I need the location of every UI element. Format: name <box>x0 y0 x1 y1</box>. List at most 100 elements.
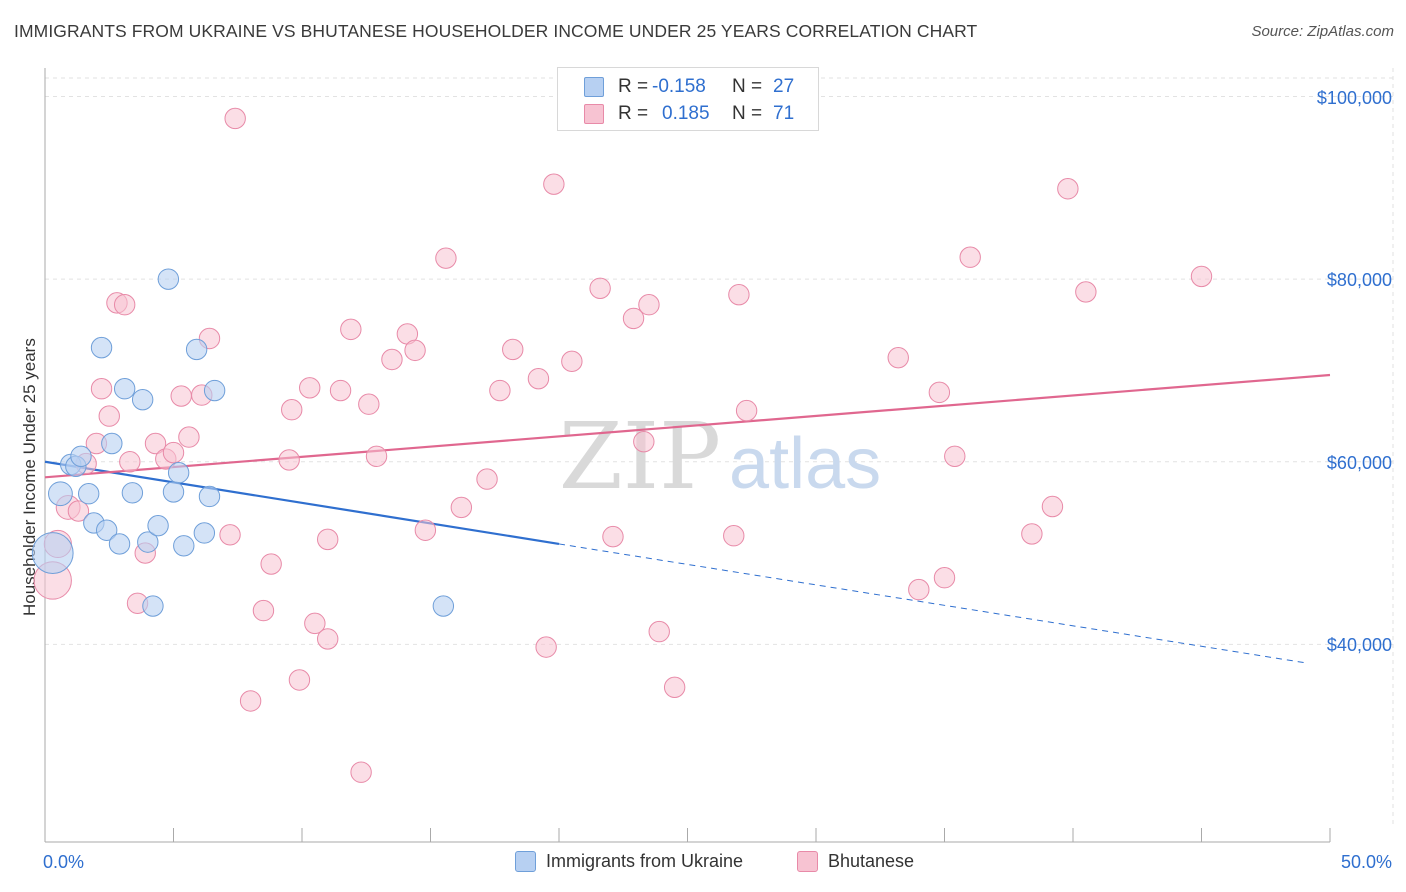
legend-swatch-ukraine <box>584 77 604 97</box>
trendline-ukraine-extrapolated <box>558 543 1305 664</box>
point-bhutanese <box>928 381 951 404</box>
y-tick-label: $60,000 <box>1326 452 1392 473</box>
legend-n-value-bhutanese: 71 <box>773 103 795 124</box>
legend-swatch-bhutanese <box>797 851 818 872</box>
series-legend-bhutanese[interactable]: Bhutanese <box>797 851 914 872</box>
point-ukraine <box>121 482 144 504</box>
point-bhutanese <box>304 612 326 635</box>
trendline-bhutanese <box>44 373 1331 479</box>
point-ukraine <box>70 445 92 467</box>
point-bhutanese <box>252 599 275 622</box>
point-bhutanese <box>281 399 303 421</box>
point-bhutanese <box>329 379 352 402</box>
point-bhutanese <box>435 247 457 269</box>
point-bhutanese <box>1041 495 1064 518</box>
point-bhutanese <box>90 378 113 400</box>
point-bhutanese <box>602 525 624 548</box>
point-ukraine <box>185 338 208 361</box>
point-bhutanese <box>502 338 524 361</box>
point-bhutanese <box>633 430 655 453</box>
point-ukraine <box>108 533 131 555</box>
gridlines <box>45 68 1394 827</box>
legend-swatch-bhutanese <box>584 104 604 124</box>
point-bhutanese <box>67 500 90 522</box>
legend-r-label: R = <box>618 76 649 97</box>
point-bhutanese <box>144 432 167 455</box>
point-ukraine <box>167 462 190 484</box>
point-ukraine <box>101 432 123 455</box>
point-bhutanese <box>589 277 611 299</box>
point-bhutanese <box>561 350 583 373</box>
point-bhutanese <box>239 690 262 712</box>
point-bhutanese <box>340 318 362 341</box>
point-bhutanese <box>723 525 745 547</box>
y-tick-label: $40,000 <box>1326 635 1392 656</box>
source-label: Source: ZipAtlas.com <box>1251 23 1394 40</box>
legend-n-label: N = <box>732 76 763 97</box>
point-bhutanese <box>663 676 686 698</box>
legend-swatch-ukraine <box>515 851 536 872</box>
axes <box>44 68 1331 843</box>
point-bhutanese <box>260 553 282 575</box>
y-tick-label: $80,000 <box>1326 270 1392 291</box>
point-bhutanese <box>527 367 550 390</box>
point-bhutanese <box>535 636 557 658</box>
legend-r-label: R = <box>618 103 649 124</box>
point-ukraine <box>198 485 221 508</box>
point-bhutanese <box>317 528 339 551</box>
point-bhutanese <box>224 107 246 130</box>
point-bhutanese <box>728 283 750 306</box>
point-ukraine <box>193 522 216 544</box>
point-ukraine <box>203 379 226 402</box>
point-ukraine <box>90 336 113 359</box>
point-bhutanese <box>414 519 437 541</box>
x-tick-label-min: 0.0% <box>43 852 85 872</box>
legend-n-value-ukraine: 27 <box>773 76 795 97</box>
point-bhutanese <box>162 441 185 464</box>
point-bhutanese <box>219 524 241 546</box>
point-ukraine <box>142 595 164 617</box>
legend-label-bhutanese: Bhutanese <box>828 851 915 871</box>
point-bhutanese <box>278 449 300 471</box>
point-ukraine <box>147 514 169 537</box>
point-ukraine <box>137 531 159 553</box>
point-bhutanese <box>543 173 565 195</box>
correlation-legend: R = -0.158 N = 27 R = 0.185 N = 71 <box>557 67 819 131</box>
point-bhutanese <box>119 451 141 473</box>
trendline-ukraine <box>44 460 560 546</box>
point-bhutanese <box>735 399 758 422</box>
point-bhutanese <box>489 379 511 402</box>
point-bhutanese <box>358 393 380 415</box>
point-bhutanese <box>638 294 660 316</box>
legend-label-ukraine: Immigrants from Ukraine <box>546 851 744 871</box>
point-bhutanese <box>450 496 473 519</box>
point-ukraine <box>173 535 195 557</box>
point-bhutanese <box>908 578 930 601</box>
point-ukraine <box>95 519 118 541</box>
point-bhutanese <box>299 377 321 399</box>
trendlines <box>44 373 1331 664</box>
series-legend-ukraine[interactable]: Immigrants from Ukraine <box>515 851 743 872</box>
point-bhutanese <box>1075 281 1097 303</box>
point-bhutanese <box>404 339 426 362</box>
point-bhutanese <box>622 307 645 330</box>
point-bhutanese <box>648 620 670 643</box>
watermark: ZIP atlas <box>559 403 881 510</box>
point-bhutanese <box>178 426 200 448</box>
point-ukraine <box>48 481 73 507</box>
point-bhutanese <box>933 567 956 589</box>
data-points <box>31 107 1213 783</box>
legend-n-label: N = <box>732 103 763 124</box>
point-bhutanese <box>1057 178 1079 200</box>
point-bhutanese <box>98 405 120 427</box>
point-ukraine <box>157 268 180 290</box>
point-ukraine <box>162 481 185 503</box>
point-bhutanese <box>1021 523 1043 545</box>
point-bhutanese <box>887 346 909 369</box>
point-ukraine <box>131 388 154 411</box>
point-bhutanese <box>350 761 372 783</box>
point-ukraine <box>31 532 74 574</box>
legend-row-bhutanese: R = 0.185 N = 71 <box>558 101 818 127</box>
point-ukraine <box>432 595 455 617</box>
